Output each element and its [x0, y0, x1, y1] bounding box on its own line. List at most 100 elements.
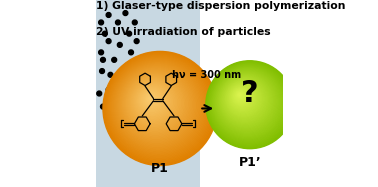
Circle shape	[136, 85, 169, 117]
Text: 1) Glaser-type dispersion polymerization: 1) Glaser-type dispersion polymerization	[96, 1, 346, 11]
Circle shape	[209, 63, 290, 144]
Circle shape	[238, 93, 242, 97]
Text: P1: P1	[151, 162, 169, 175]
Circle shape	[216, 71, 277, 132]
Circle shape	[234, 89, 248, 103]
Circle shape	[223, 78, 265, 120]
Circle shape	[116, 20, 120, 25]
Circle shape	[136, 84, 170, 118]
Circle shape	[118, 66, 195, 144]
Circle shape	[127, 114, 132, 118]
Circle shape	[206, 62, 293, 148]
Circle shape	[237, 92, 243, 98]
Circle shape	[214, 69, 281, 136]
Circle shape	[237, 92, 244, 99]
Circle shape	[213, 68, 282, 137]
Circle shape	[106, 87, 111, 92]
Circle shape	[219, 74, 272, 127]
Circle shape	[146, 94, 155, 104]
Circle shape	[119, 69, 124, 73]
Circle shape	[108, 56, 210, 159]
Circle shape	[122, 71, 189, 137]
Circle shape	[145, 94, 156, 105]
Circle shape	[108, 72, 113, 77]
Circle shape	[103, 51, 217, 165]
Circle shape	[144, 93, 158, 106]
Circle shape	[110, 59, 206, 155]
Circle shape	[106, 13, 111, 17]
Circle shape	[114, 87, 118, 92]
Circle shape	[210, 65, 287, 142]
Circle shape	[125, 74, 185, 133]
Circle shape	[148, 96, 152, 101]
Circle shape	[104, 52, 216, 164]
Circle shape	[139, 88, 164, 113]
Circle shape	[129, 78, 179, 128]
Circle shape	[134, 39, 139, 44]
Circle shape	[225, 80, 263, 118]
Text: ?: ?	[241, 79, 259, 108]
Circle shape	[127, 76, 182, 131]
Circle shape	[215, 70, 280, 135]
Circle shape	[127, 31, 132, 36]
Circle shape	[232, 87, 251, 106]
Circle shape	[221, 76, 270, 125]
Circle shape	[136, 82, 141, 87]
Bar	[96, 0, 200, 187]
Circle shape	[108, 57, 209, 157]
Circle shape	[97, 91, 102, 96]
Circle shape	[116, 65, 198, 147]
Circle shape	[133, 81, 174, 122]
Circle shape	[228, 82, 259, 114]
Circle shape	[124, 73, 186, 134]
Circle shape	[235, 90, 246, 101]
Bar	[200, 0, 282, 187]
Circle shape	[131, 79, 177, 125]
Circle shape	[218, 73, 274, 129]
Circle shape	[217, 72, 275, 130]
Circle shape	[105, 53, 214, 163]
Circle shape	[114, 63, 201, 149]
Circle shape	[236, 91, 245, 100]
Circle shape	[112, 57, 117, 62]
Circle shape	[112, 60, 205, 153]
Circle shape	[132, 80, 175, 124]
Circle shape	[147, 95, 154, 102]
Circle shape	[121, 91, 126, 96]
Circle shape	[120, 68, 193, 141]
Circle shape	[223, 78, 266, 122]
Circle shape	[124, 72, 187, 136]
Circle shape	[110, 58, 208, 156]
Circle shape	[221, 76, 269, 124]
Circle shape	[231, 86, 253, 108]
Circle shape	[218, 73, 273, 128]
Circle shape	[149, 97, 151, 99]
Circle shape	[141, 90, 162, 110]
Circle shape	[225, 80, 262, 117]
Circle shape	[234, 88, 249, 104]
Circle shape	[138, 87, 166, 114]
Circle shape	[117, 65, 197, 145]
Circle shape	[230, 85, 255, 110]
Circle shape	[212, 68, 283, 138]
Circle shape	[212, 67, 284, 139]
Circle shape	[129, 50, 133, 55]
Circle shape	[121, 69, 192, 140]
Circle shape	[101, 104, 105, 109]
Circle shape	[107, 55, 212, 160]
Circle shape	[113, 62, 202, 151]
Circle shape	[217, 72, 276, 131]
Circle shape	[112, 61, 204, 152]
Circle shape	[135, 83, 171, 120]
Circle shape	[222, 77, 268, 123]
Text: P1’: P1’	[239, 156, 261, 169]
Circle shape	[106, 54, 213, 161]
Circle shape	[226, 81, 261, 116]
Circle shape	[224, 79, 265, 119]
Circle shape	[110, 102, 115, 107]
Circle shape	[229, 84, 257, 112]
Circle shape	[115, 64, 200, 148]
Text: 2) UV irradiation of particles: 2) UV irradiation of particles	[96, 27, 271, 37]
Circle shape	[130, 72, 135, 77]
Circle shape	[106, 39, 111, 44]
